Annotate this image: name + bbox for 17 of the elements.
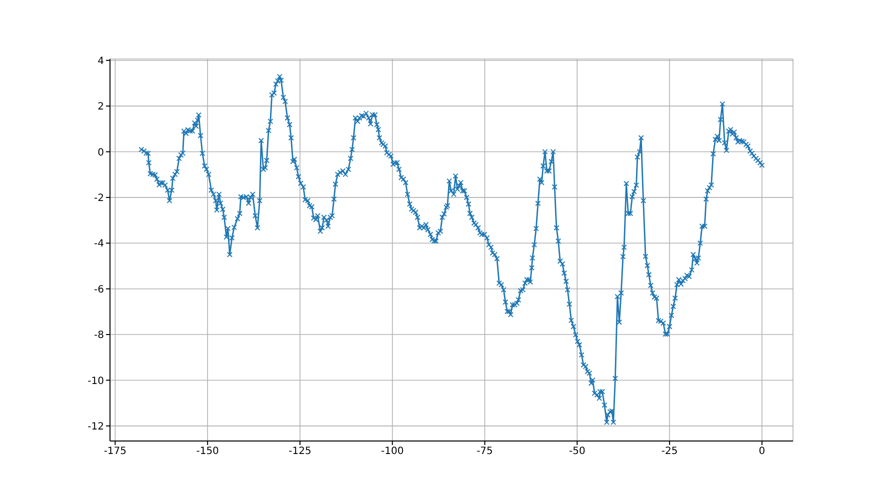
x-tick-label: -150 <box>196 446 219 458</box>
x-tick-label: -175 <box>104 446 127 458</box>
x-tick-label: -75 <box>476 446 493 458</box>
x-tick-label: -50 <box>568 446 586 458</box>
y-tick-label: 0 <box>98 147 104 158</box>
y-tick-label: -2 <box>94 193 104 204</box>
y-tick-label: -8 <box>94 330 104 342</box>
x-tick-label: -125 <box>288 446 312 458</box>
y-tick-label: -4 <box>94 238 104 250</box>
y-tick-label: -6 <box>94 284 104 296</box>
x-tick-label: 0 <box>758 446 766 458</box>
y-tick-label: 4 <box>98 56 104 67</box>
y-tick-label: -10 <box>88 376 104 387</box>
x-tick-label: -25 <box>661 446 678 458</box>
y-tick-label: -12 <box>88 421 104 432</box>
x-tick-label: -100 <box>381 446 404 458</box>
y-tick-label: 2 <box>98 102 104 113</box>
